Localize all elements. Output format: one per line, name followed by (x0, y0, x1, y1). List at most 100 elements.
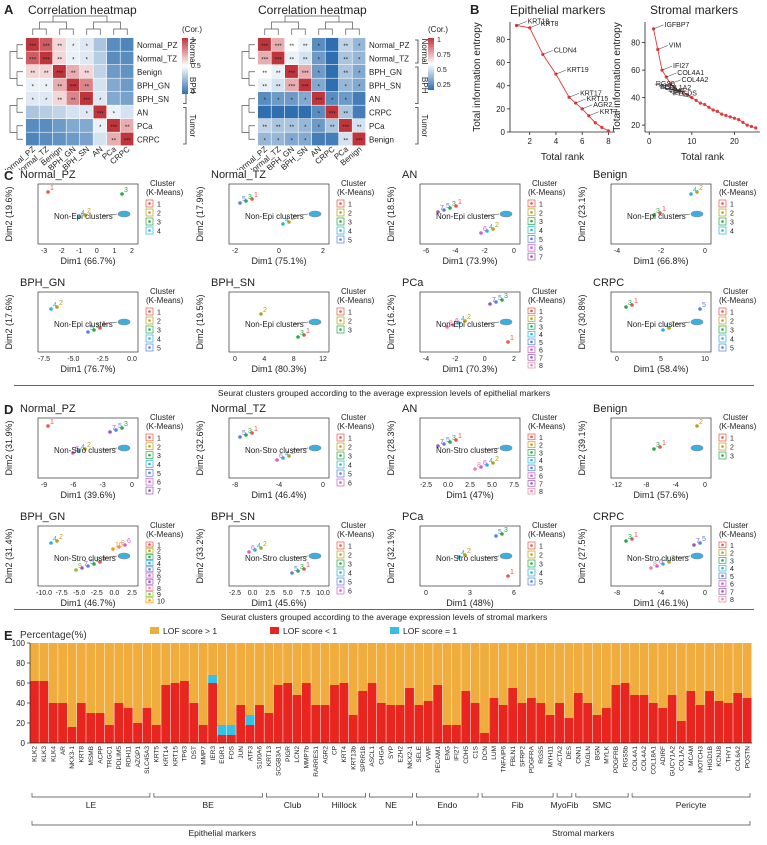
group-bracket (183, 107, 187, 145)
plot-frame (228, 291, 330, 353)
bar-lof-lt1 (423, 701, 433, 743)
bar-lof-lt1 (161, 685, 171, 743)
significance-mark: *** (29, 57, 37, 63)
kmeans-legend-dot (721, 559, 724, 562)
bar-lof-gt1 (639, 643, 649, 695)
heatmap-cell (285, 119, 298, 132)
gene-label: IFI27 (673, 63, 689, 70)
heatmap-cell (271, 132, 285, 146)
bar-lof-gt1 (339, 643, 349, 683)
significance-mark: * (86, 57, 89, 63)
cluster-point (485, 463, 489, 467)
bar-lof-gt1 (67, 643, 77, 727)
cluster-point (77, 449, 81, 453)
heatmap-cell (352, 119, 366, 132)
significance-mark: ** (303, 44, 308, 50)
dim2-label: Dim2 (19.6%) (4, 186, 14, 241)
group-label: Normal (188, 39, 197, 65)
heatmap-cell (53, 105, 66, 119)
significance-mark: ** (303, 57, 308, 63)
y-tick-label: 80 (631, 39, 640, 48)
bar-lof-gt1 (526, 643, 536, 698)
x-tick-label: 4 (554, 137, 559, 146)
legend-tick: 0.5 (437, 67, 447, 74)
non-cluster-ellipse (690, 444, 704, 452)
entropy-point (698, 101, 702, 105)
kmeans-legend-subtitle: (K-Means) (337, 296, 375, 305)
non-cluster-note: Non-Stro clusters (54, 554, 116, 563)
non-cluster-ellipse (308, 552, 322, 560)
non-cluster-note: Non-Stro clusters (436, 554, 498, 563)
bar-lof-lt1 (583, 703, 593, 743)
plot-frame (228, 183, 330, 245)
bar-lof-lt1 (555, 703, 564, 743)
entropy-point (749, 124, 754, 129)
heatmap-cell (258, 51, 271, 65)
significance-mark: * (86, 111, 89, 117)
bar-lof-gt1 (386, 643, 396, 705)
gene-leader (657, 45, 668, 50)
bar-lof-gt1 (58, 643, 68, 703)
gene-tick-label: VWF (426, 746, 433, 760)
kmeans-legend-label: 3 (348, 562, 352, 569)
kmeans-legend-label: 1 (157, 543, 161, 550)
x-tick-label: 0 (703, 482, 707, 489)
gene-label: PTGDS (673, 91, 697, 98)
plot-title: Normal_PZ (20, 169, 76, 181)
cluster-id: 1 (306, 562, 310, 569)
gene-leader (654, 83, 675, 89)
cluster-id: 2 (263, 541, 267, 548)
significance-mark: * (331, 98, 334, 104)
kmeans-legend-title: Cluster (341, 413, 367, 422)
heatmap-cell (271, 65, 285, 78)
heatmap-cell (285, 92, 298, 105)
bar-lof-gt1 (676, 643, 686, 721)
cluster-point (49, 307, 53, 311)
kmeans-legend-label: 4 (730, 229, 734, 236)
group-label: BPH (420, 77, 429, 94)
gene-tick-label: SELE (416, 745, 423, 762)
cluster-point (296, 335, 300, 339)
x-tick-label: -5.0 (67, 356, 79, 363)
panel-letter-e: E (4, 628, 13, 643)
kmeans-legend-dot (721, 454, 724, 457)
kmeans-legend-label: 4 (539, 228, 543, 235)
kmeans-legend-dot (148, 328, 151, 331)
heatmap-cell (107, 78, 120, 92)
entropy-point (606, 129, 611, 133)
bar-lof-lt1 (283, 683, 293, 743)
plot-title: BPH_GN (20, 277, 65, 289)
y-tick-label: 60 (496, 59, 505, 68)
bar-lof-gt1 (245, 643, 255, 715)
kmeans-legend-dot (721, 319, 724, 322)
heatmap-cell (80, 78, 93, 92)
bar-lof-gt1 (105, 643, 114, 725)
bar-lof-gt1 (320, 643, 330, 705)
significance-mark: * (72, 44, 75, 50)
significance-mark: * (32, 98, 35, 104)
dendrogram-branch (271, 21, 299, 29)
x-tick-label: -2 (482, 248, 488, 255)
cluster-id: 8 (477, 462, 481, 469)
heatmap-cell (298, 119, 312, 132)
cluster-id: 4 (665, 323, 669, 330)
non-cluster-note: Non-Stro clusters (245, 446, 307, 455)
panel-letter-c: C (4, 168, 14, 183)
gene-leader (516, 21, 527, 26)
x-tick-label: 0 (321, 482, 325, 489)
dim1-label: Dim1 (46.4%) (251, 490, 306, 500)
gene-tick-label: KRT15 (172, 746, 179, 766)
note-leader (292, 555, 309, 559)
bar-lof-lt1 (648, 703, 658, 743)
kmeans-legend-label: 5 (157, 471, 161, 478)
dendrogram-branch (39, 21, 67, 29)
heatmap-cell (93, 65, 107, 78)
legend-title: (Cor.) (182, 25, 202, 34)
gene-tick-label: COL4A1 (632, 746, 639, 771)
y-tick-label: 40 (496, 82, 505, 91)
x-tick-label: 2 (512, 356, 516, 363)
cluster-point (500, 532, 504, 536)
bar-lof-gt1 (630, 643, 639, 695)
celltype-bracket (153, 793, 263, 798)
significance-mark: ** (289, 125, 294, 131)
